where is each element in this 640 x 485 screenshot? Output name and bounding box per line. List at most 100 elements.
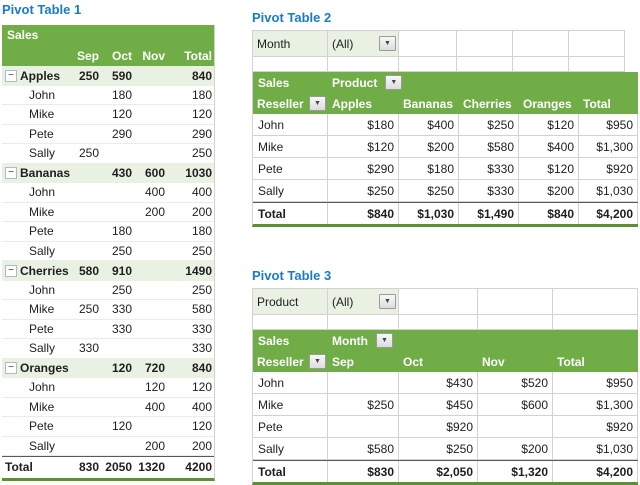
column-field-dropdown-button[interactable]: ▼: [385, 75, 403, 90]
value-cell: $1,300: [579, 136, 638, 158]
value-cell: 200: [191, 438, 212, 453]
filter-dropdown-button[interactable]: ▼: [379, 36, 396, 51]
row-label: Cherries: [20, 263, 69, 278]
empty-cell: [457, 57, 513, 72]
column-field-cell: Product ▼: [328, 75, 638, 90]
row-label-cell: Mike: [2, 400, 70, 414]
empty-cell: [328, 57, 399, 72]
filter-value-cell: (All) ▼: [328, 289, 399, 315]
pivot-table-2-title: Pivot Table 2: [252, 10, 332, 25]
row-label-cell: John: [2, 380, 70, 394]
values-header-cell: Sales: [2, 25, 214, 46]
row-field-dropdown-button[interactable]: ▼: [309, 354, 326, 369]
row-field-cell: Reseller ▼: [253, 96, 328, 111]
row-label: John: [29, 380, 56, 395]
collapse-icon[interactable]: −: [5, 167, 17, 180]
pivot-table-1-rows: − Apples 250 590 840 John 180 180 Mike 120 120 Pete…: [2, 66, 214, 478]
row-label-cell: Mike: [253, 394, 328, 416]
column-field-dropdown-button[interactable]: ▼: [375, 333, 393, 348]
column-header: Cherries: [463, 96, 512, 111]
row-label-cell: Sally: [2, 244, 70, 258]
filter-row: Month (All) ▼: [253, 31, 625, 57]
value-cell: 250: [78, 302, 99, 317]
row-field-dropdown-button[interactable]: ▼: [309, 96, 326, 111]
table-row: Mike 400 400: [2, 398, 214, 417]
value-cell: 250: [191, 243, 212, 258]
value-cell: $920: [399, 416, 478, 438]
row-label-cell: Pete: [253, 416, 328, 438]
value-cell: $840: [519, 203, 579, 224]
table-row: − Bananas 430 600 1030: [2, 163, 214, 183]
collapse-icon[interactable]: −: [5, 362, 17, 375]
table-row: Mike $250 $450 $600 $1,300: [253, 394, 638, 416]
filter-value-cell: (All) ▼: [328, 31, 399, 57]
value-cell: 720: [144, 361, 165, 376]
table-row: Pete 290 290: [2, 125, 214, 144]
value-cell: 330: [111, 302, 132, 317]
empty-cell: [513, 57, 569, 72]
row-label: Sally: [29, 438, 56, 453]
collapse-icon[interactable]: −: [5, 69, 17, 82]
dropdown-icon: ▼: [314, 100, 321, 107]
row-label-cell: Total: [253, 461, 328, 482]
value-cell: 330: [191, 341, 212, 356]
value-cell: 250: [191, 282, 212, 297]
value-cell: 2050: [105, 460, 132, 475]
value-cell: 180: [191, 224, 212, 239]
table-row: John $180 $400 $250 $120 $950: [253, 114, 638, 136]
row-label: Pete: [29, 126, 54, 141]
pivot-table-3-grid: Sales Month ▼ Reseller ▼ Sep Oct Nov Total …: [252, 330, 638, 485]
column-field-label: Product: [332, 75, 378, 90]
value-cell: 250: [111, 243, 132, 258]
value-cell: $180: [328, 114, 399, 136]
value-cell: $330: [459, 180, 519, 202]
value-cell: $1,030: [579, 180, 638, 202]
table-row: Total $830 $2,050 $1,320 $4,200: [253, 460, 638, 482]
row-label-cell: Total: [2, 460, 70, 474]
empty-cell: [513, 31, 569, 57]
value-cell: $520: [478, 372, 553, 394]
table-row: − Oranges 120 720 840: [2, 358, 214, 378]
header-row-1: Sales Month ▼: [253, 330, 638, 351]
pivot-table-1-grid: Sales Sep Oct Nov Total − Apples 250 590 840 Joh…: [2, 25, 215, 481]
filter-field-cell: Month: [253, 31, 328, 57]
value-cell: $290: [328, 158, 399, 180]
value-cell: $250: [328, 180, 399, 202]
table-row: Pete $290 $180 $330 $120 $920: [253, 158, 638, 180]
value-cell: [328, 416, 399, 438]
value-cell: $430: [399, 372, 478, 394]
collapse-icon[interactable]: −: [5, 264, 17, 277]
table-row: John 400 400: [2, 183, 214, 203]
column-field-label: Month: [332, 333, 368, 348]
value-cell: $1,490: [459, 203, 519, 224]
value-cell: 250: [78, 68, 99, 83]
pivot-table-2: Pivot Table 2 Month (All) ▼ Sales Produc…: [252, 10, 640, 227]
table-row: − Cherries 580 910 1490: [2, 261, 214, 281]
dropdown-icon: ▼: [384, 40, 391, 47]
row-label: Mike: [29, 204, 55, 219]
pivot-table-2-grid: Sales Product ▼ Reseller ▼ Apples Bananas…: [252, 72, 638, 227]
empty-cell: [253, 57, 328, 72]
value-cell: $1,320: [478, 461, 553, 482]
row-label-cell: Sally: [253, 180, 328, 202]
row-label: Sally: [29, 341, 56, 356]
value-cell: 400: [144, 185, 165, 200]
table-row: Pete 180 180: [2, 222, 214, 242]
filter-dropdown-button[interactable]: ▼: [379, 294, 396, 309]
value-cell: $250: [399, 180, 459, 202]
value-cell: [478, 416, 553, 438]
value-cell: $250: [459, 114, 519, 136]
empty-cell: [253, 315, 328, 330]
table-row: Mike $120 $200 $580 $400 $1,300: [253, 136, 638, 158]
empty-row: [253, 57, 625, 72]
value-cell: [328, 372, 399, 394]
column-header: Sep: [332, 354, 355, 369]
row-label-cell: Pete: [2, 127, 70, 141]
value-cell: $200: [478, 438, 553, 460]
value-cell: $120: [519, 114, 579, 136]
row-label-cell: Pete: [2, 419, 70, 433]
row-label-cell: − Apples: [2, 69, 70, 83]
filter-value-label: (All): [332, 294, 354, 309]
value-cell: $1,030: [399, 203, 459, 224]
value-cell: 200: [191, 204, 212, 219]
